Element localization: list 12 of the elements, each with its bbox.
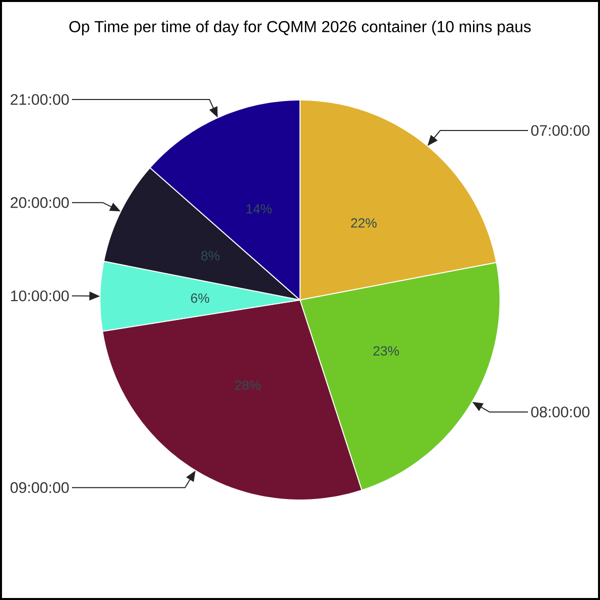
data-label: 6%: [191, 293, 210, 303]
slice-label: 08:00:00: [531, 406, 590, 418]
slice-label: 10:00:00: [11, 290, 69, 302]
slice-label: 20:00:00: [10, 197, 69, 208]
slice-label: 21:00:00: [10, 94, 69, 105]
data-label: 23%: [373, 346, 399, 356]
data-label: 14%: [246, 204, 272, 214]
chart-title: Op Time per time of day for CQMM 2026 container (10 mins paus: [69, 20, 531, 36]
data-label: 22%: [351, 218, 377, 228]
slice-label: 09:00:00: [10, 482, 69, 493]
data-label: 28%: [235, 380, 261, 390]
slice-label: 07:00:00: [531, 125, 590, 136]
